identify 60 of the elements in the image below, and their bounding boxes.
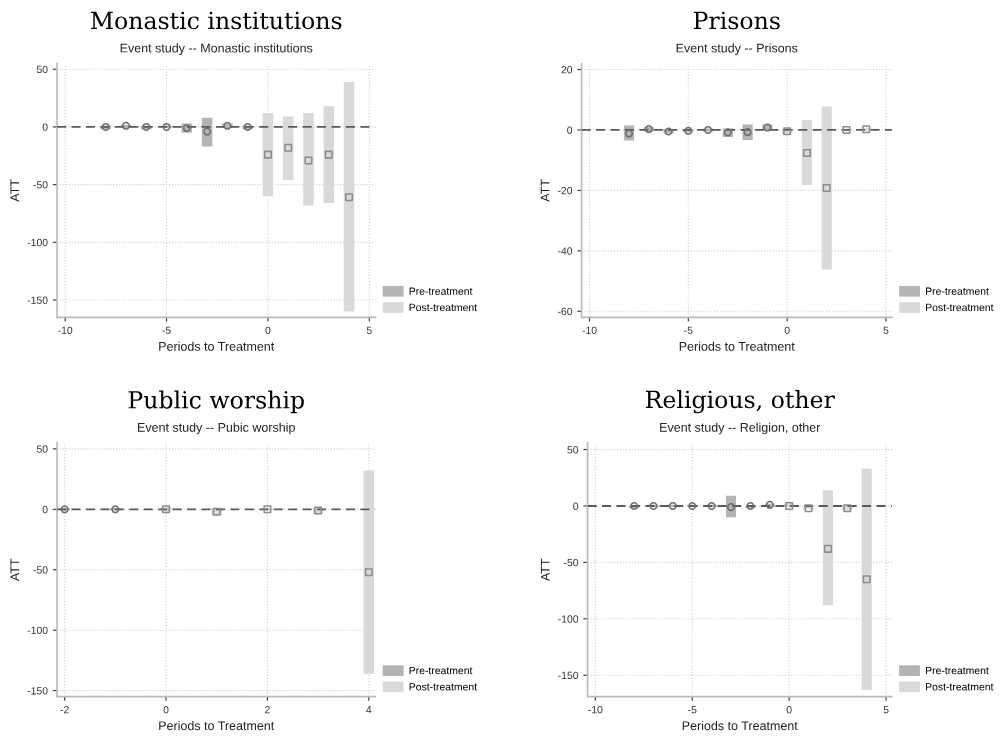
x-axis-title: Periods to Treatment — [159, 341, 275, 351]
y-tick-label: -100 — [27, 626, 48, 635]
x-tick-label: 5 — [366, 326, 372, 335]
x-tick-label: -10 — [58, 326, 73, 335]
legend-label: Post-treatment — [409, 683, 477, 691]
y-tick-label: 0 — [42, 505, 48, 514]
chart-title: Prisons — [693, 11, 780, 30]
legend-label: Post-treatment — [926, 303, 994, 312]
legend-label: Post-treatment — [926, 683, 994, 691]
legend-label: Pre-treatment — [926, 666, 989, 675]
x-tick-label: -10 — [588, 705, 603, 714]
y-tick-label: -40 — [557, 247, 573, 255]
y-tick-label: 20 — [561, 66, 573, 74]
legend-label: Pre-treatment — [926, 287, 989, 295]
chart-subtitle: Event study -- Monastic institutions — [120, 43, 313, 55]
legend-label: Pre-treatment — [409, 287, 473, 295]
x-tick-label: 5 — [883, 326, 889, 335]
x-tick-label: -10 — [582, 326, 597, 335]
x-tick-label: 0 — [163, 705, 169, 714]
y-axis-title: ATT — [540, 179, 550, 202]
y-tick-label: -20 — [557, 186, 573, 195]
y-tick-label: 50 — [36, 65, 48, 74]
y-tick-label: 50 — [567, 446, 579, 454]
x-tick-label: -2 — [60, 705, 69, 714]
chart-subtitle: Event study -- Religion, other — [660, 422, 821, 435]
x-tick-label: 0 — [786, 705, 792, 714]
chart-subtitle: Event study -- Pubic worship — [138, 422, 295, 435]
x-tick-label: 5 — [883, 706, 889, 714]
x-axis-title: Periods to Treatment — [679, 341, 795, 351]
chart-title: Monastic institutions — [91, 11, 342, 30]
y-tick-label: -60 — [557, 307, 573, 316]
y-axis-title: ATT — [10, 558, 20, 582]
chart-title: Public worship — [128, 390, 304, 414]
x-axis-title: Periods to Treatment — [682, 720, 798, 731]
y-tick-label: -50 — [563, 558, 579, 567]
x-tick-label: -5 — [684, 326, 693, 335]
y-tick-label: 0 — [573, 502, 579, 510]
y-tick-label: -150 — [558, 671, 579, 680]
y-tick-label: -50 — [33, 566, 48, 574]
y-tick-label: 50 — [36, 445, 48, 453]
y-axis-title: ATT — [10, 179, 20, 202]
y-tick-label: 0 — [42, 123, 48, 131]
y-tick-label: -150 — [27, 296, 48, 304]
y-tick-label: -100 — [27, 238, 48, 247]
x-tick-label: 0 — [784, 326, 790, 335]
chart-subtitle: Event study -- Prisons — [676, 43, 798, 55]
chart-title: Religious, other — [645, 390, 835, 414]
y-tick-label: 0 — [567, 126, 573, 134]
y-axis-title: ATT — [540, 558, 550, 582]
x-tick-label: 0 — [265, 326, 271, 335]
x-tick-label: 4 — [366, 706, 372, 714]
y-tick-label: -50 — [33, 181, 48, 189]
legend-label: Pre-treatment — [409, 666, 473, 675]
legend-label: Post-treatment — [409, 303, 477, 312]
y-tick-label: -150 — [27, 687, 48, 695]
y-tick-label: -100 — [558, 615, 579, 623]
x-tick-label: 2 — [265, 705, 270, 714]
x-tick-label: -5 — [162, 326, 171, 335]
x-tick-label: -5 — [688, 706, 697, 714]
x-axis-title: Periods to Treatment — [159, 720, 275, 731]
